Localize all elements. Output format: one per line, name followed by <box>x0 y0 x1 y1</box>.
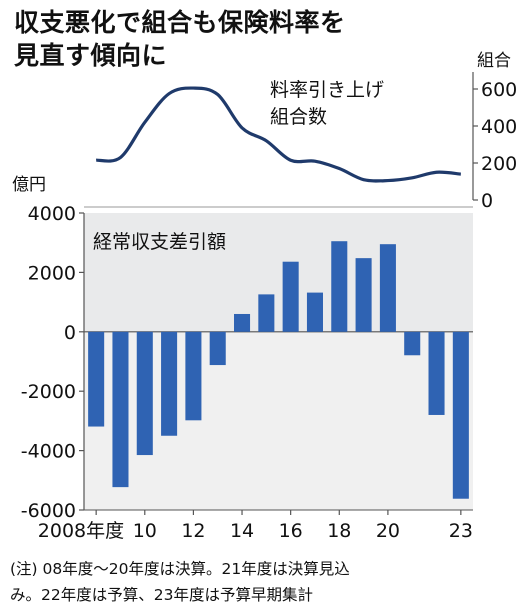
bar-2017 <box>306 292 323 332</box>
footnote: (注) 08年度～20年度は決算。21年度は決算見込 み。22年度は予算、23年… <box>10 556 520 608</box>
line-y-tick-label: 0 <box>481 190 493 212</box>
bar-2020 <box>379 244 396 332</box>
title-line-2: 見直す傾向に <box>14 41 168 70</box>
line-series-label-line-1: 料率引き上げ <box>270 79 384 101</box>
bar-2018 <box>331 241 348 332</box>
line-chart-axis: 0 200 400 600 <box>84 72 517 212</box>
bar-2016 <box>282 261 299 332</box>
bar-2021 <box>404 331 421 356</box>
title-line-1: 収支悪化で組合も保険料率を <box>14 8 346 37</box>
bar-panel-positive-bg <box>84 213 473 332</box>
bar-y-tick-label: 4000 <box>28 203 76 225</box>
footnote-line-2: み。22年度は予算、23年度は予算早期集計 <box>10 586 313 604</box>
bar-2011 <box>161 331 178 436</box>
bar-chart-series <box>88 241 469 499</box>
line-unit-label: 組合 <box>477 51 511 71</box>
x-tick-label-2014: 14 <box>230 520 254 542</box>
bar-2009 <box>112 331 129 488</box>
bar-2015 <box>258 294 275 332</box>
line-y-tick-label: 200 <box>481 153 517 175</box>
bar-y-tick-label: -6000 <box>21 500 76 522</box>
x-axis: 2008年度 10 12 14 16 18 20 23 <box>38 509 473 542</box>
bar-2013 <box>209 331 226 366</box>
bar-y-tick-label: 0 <box>64 322 76 344</box>
bar-y-tick-label: 2000 <box>28 262 76 284</box>
line-panel-bg <box>84 70 473 208</box>
line-series-label-line-2: 組合数 <box>270 106 327 128</box>
bar-2014 <box>234 313 251 332</box>
bar-series-label: 経常収支差引額 <box>93 231 226 253</box>
x-tick-label-2016: 16 <box>279 520 303 542</box>
bar-y-tick-label: -4000 <box>21 441 76 463</box>
x-tick-label-2023: 23 <box>449 520 473 542</box>
bar-2019 <box>355 258 372 332</box>
bar-2023 <box>452 331 469 499</box>
footnote-line-1: (注) 08年度～20年度は決算。21年度は決算見込 <box>10 560 350 578</box>
line-y-tick-label: 400 <box>481 116 517 138</box>
bar-2008 <box>88 331 105 427</box>
bar-y-tick-label: -2000 <box>21 381 76 403</box>
x-tick-label-2018: 18 <box>327 520 351 542</box>
x-tick-label-2012: 12 <box>181 520 205 542</box>
line-chart-series <box>95 86 461 183</box>
line-y-tick-label: 600 <box>481 79 517 101</box>
bar-2022 <box>428 331 445 415</box>
x-tick-label-2008: 2008年度 <box>38 520 124 542</box>
line-series-path <box>95 86 461 183</box>
x-tick-label-2010: 10 <box>133 520 157 542</box>
bar-2012 <box>185 331 202 421</box>
x-tick-label-2020: 20 <box>376 520 400 542</box>
bar-unit-label: 億円 <box>12 175 46 195</box>
bar-2010 <box>136 331 153 456</box>
chart-title: 収支悪化で組合も保険料率を 見直す傾向に <box>14 6 484 72</box>
